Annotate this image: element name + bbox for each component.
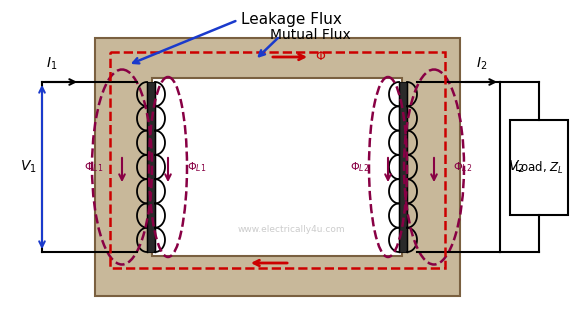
Text: Load, $Z_L$: Load, $Z_L$ (514, 159, 564, 175)
Bar (510, 120, 568, 215)
Text: $I_2$: $I_2$ (476, 56, 488, 72)
Text: $\Phi_{L2}$: $\Phi_{L2}$ (350, 160, 369, 174)
Text: www.electrically4u.com: www.electrically4u.com (237, 226, 345, 234)
Text: $\Phi_{L1}$: $\Phi_{L1}$ (187, 160, 207, 174)
Text: $\Phi_{L1}$: $\Phi_{L1}$ (84, 160, 103, 174)
Text: $\Phi$: $\Phi$ (315, 51, 326, 64)
Text: $\Phi_{L2}$: $\Phi_{L2}$ (453, 160, 473, 174)
Text: $V_2$: $V_2$ (508, 159, 525, 175)
Text: $V_1$: $V_1$ (20, 159, 36, 175)
Bar (399, 82, 407, 252)
Bar (95, 38, 460, 296)
Text: $I_1$: $I_1$ (47, 56, 58, 72)
Bar (152, 78, 402, 256)
Text: Mutual Flux: Mutual Flux (269, 28, 350, 42)
Bar (147, 82, 155, 252)
Text: Leakage Flux: Leakage Flux (240, 12, 342, 27)
